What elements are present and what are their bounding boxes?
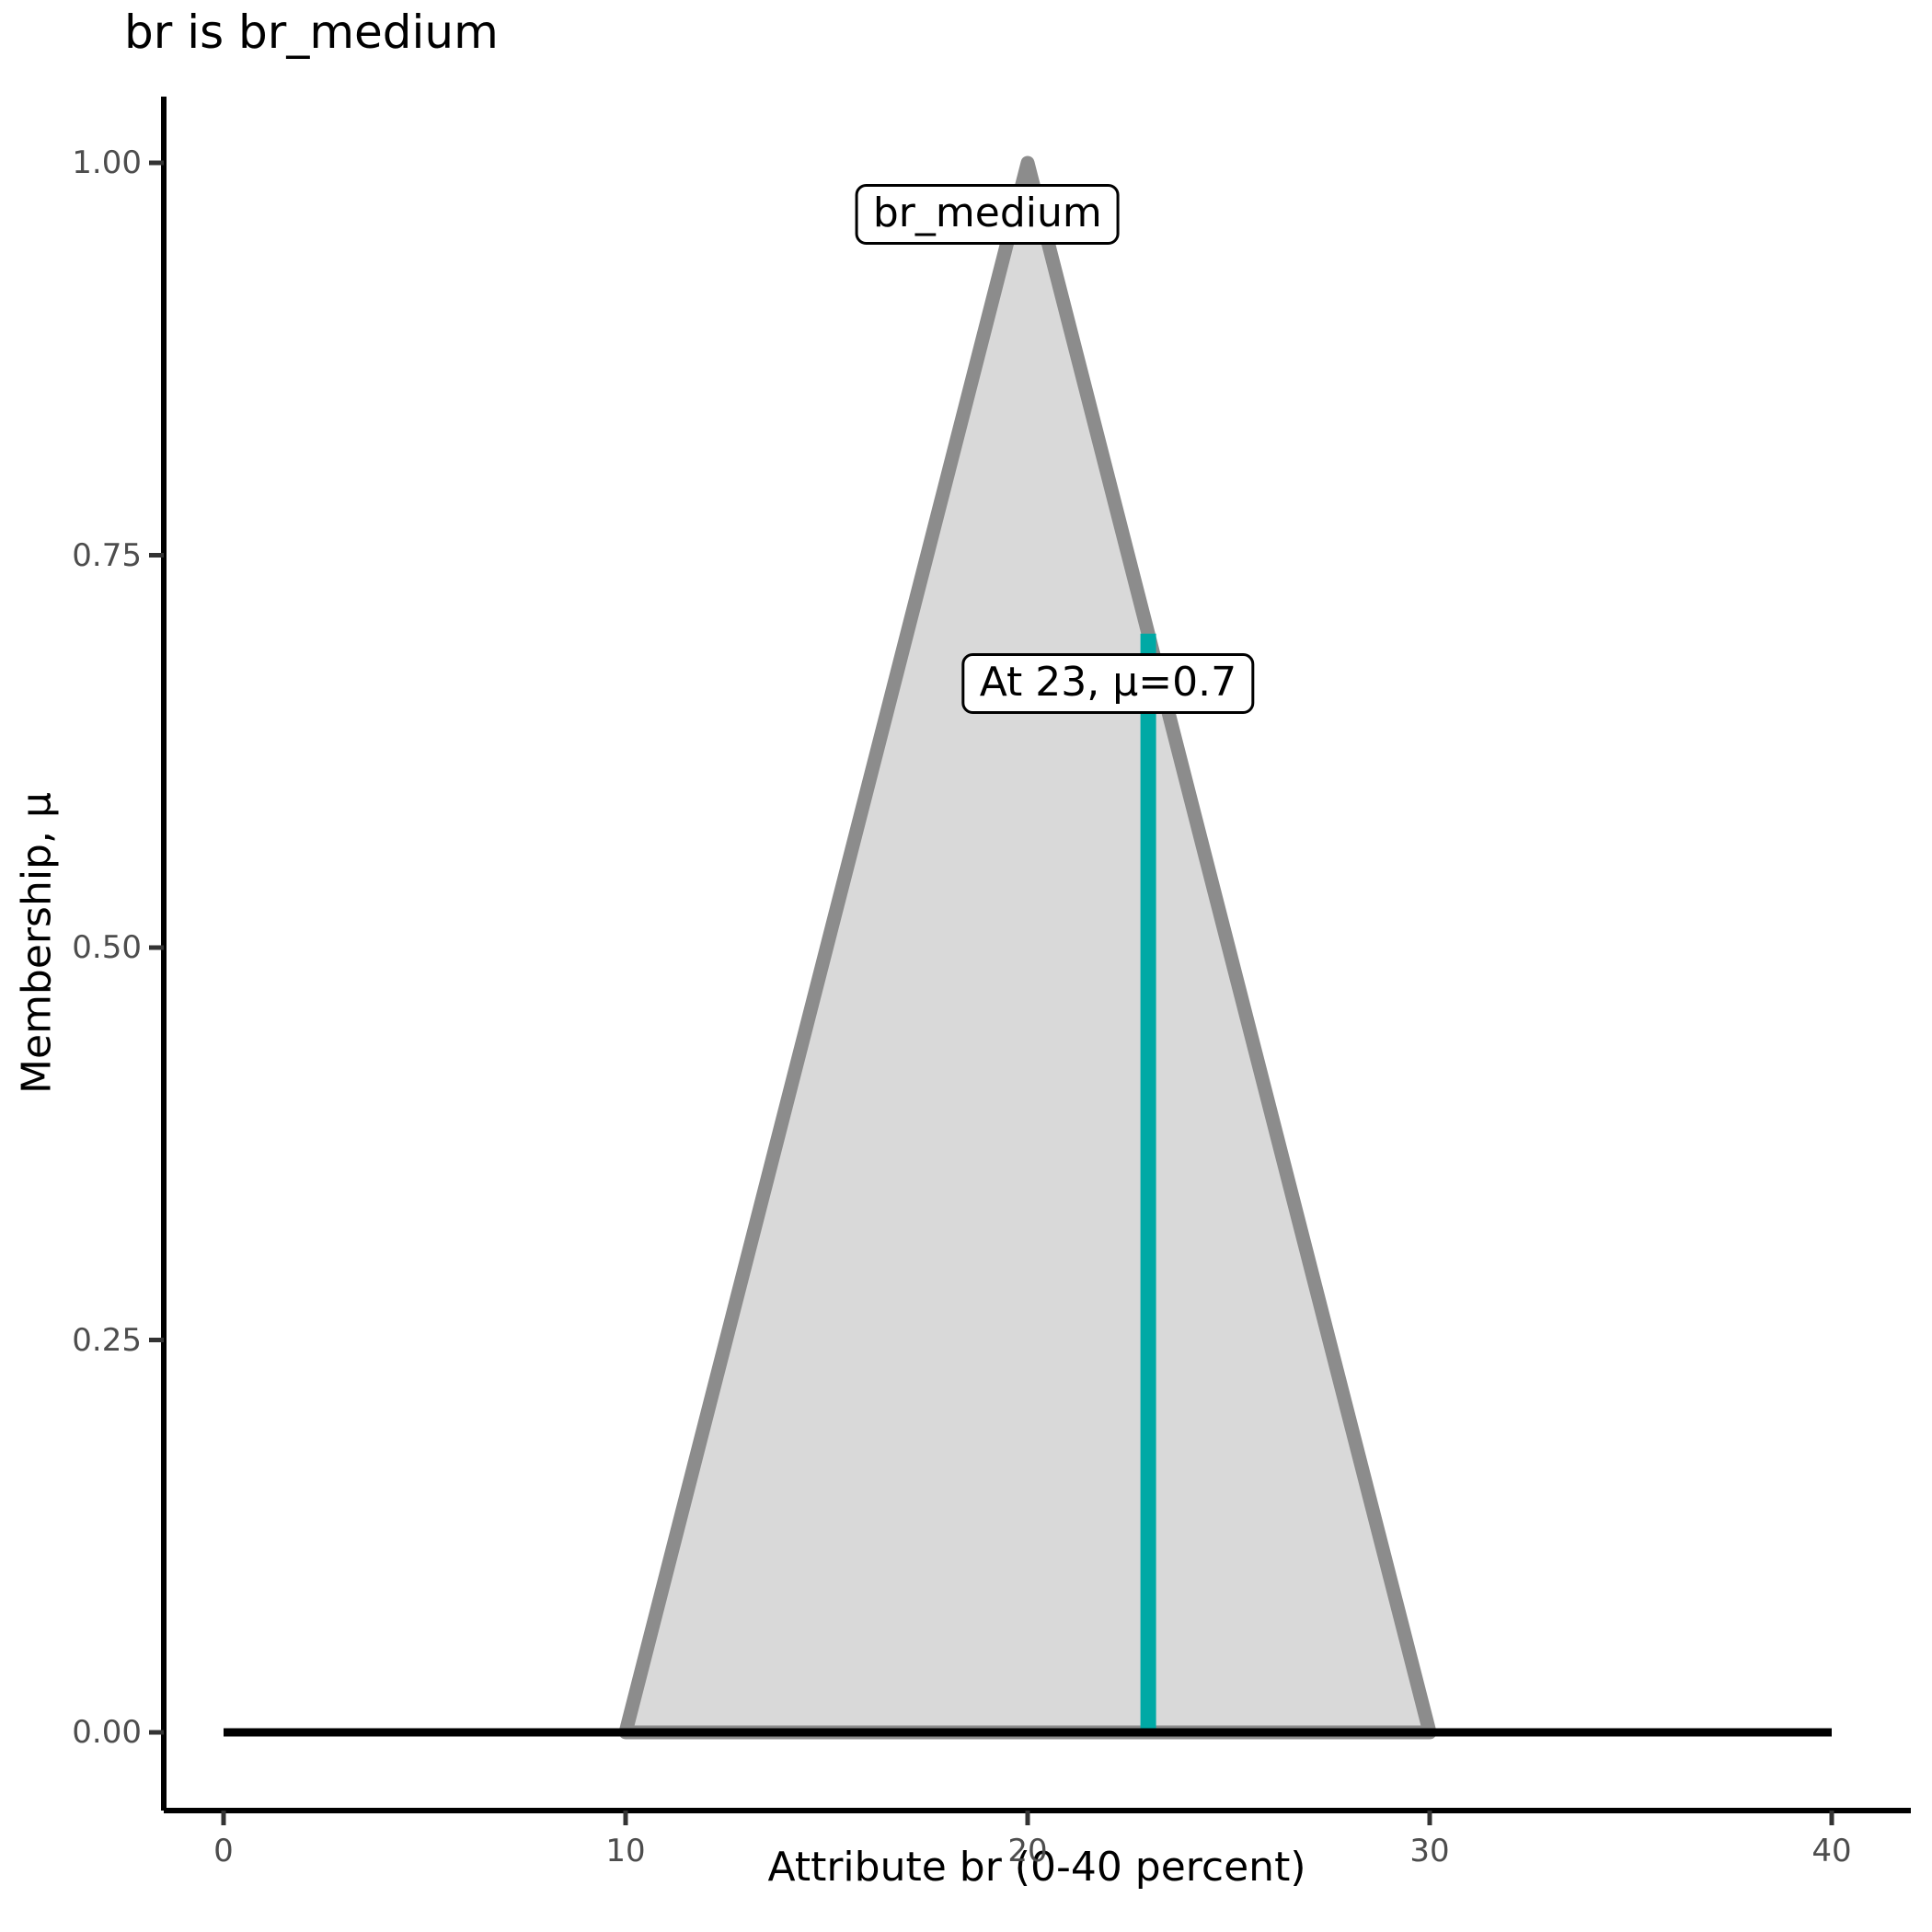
y-tick-label: 1.00 — [72, 144, 142, 181]
y-tick-label: 0.25 — [72, 1321, 142, 1359]
membership-set-label: br_medium — [855, 184, 1120, 246]
x-axis-title: Attribute br (0-40 percent) — [767, 1844, 1306, 1891]
crisp-value-label: At 23, μ=0.7 — [961, 653, 1255, 715]
chart-title: br is br_medium — [124, 6, 499, 59]
x-tick-label: 20 — [1007, 1833, 1048, 1869]
x-tick-label: 40 — [1811, 1833, 1852, 1869]
y-tick-label: 0.00 — [72, 1714, 142, 1751]
x-tick-label: 10 — [605, 1833, 646, 1869]
y-axis-title: Membership, μ — [13, 792, 61, 1094]
x-tick-label: 0 — [213, 1833, 234, 1869]
y-tick-label: 0.50 — [72, 929, 142, 966]
y-tick-label: 0.75 — [72, 536, 142, 574]
x-tick-label: 30 — [1409, 1833, 1450, 1869]
membership-triangle — [618, 155, 1437, 1740]
